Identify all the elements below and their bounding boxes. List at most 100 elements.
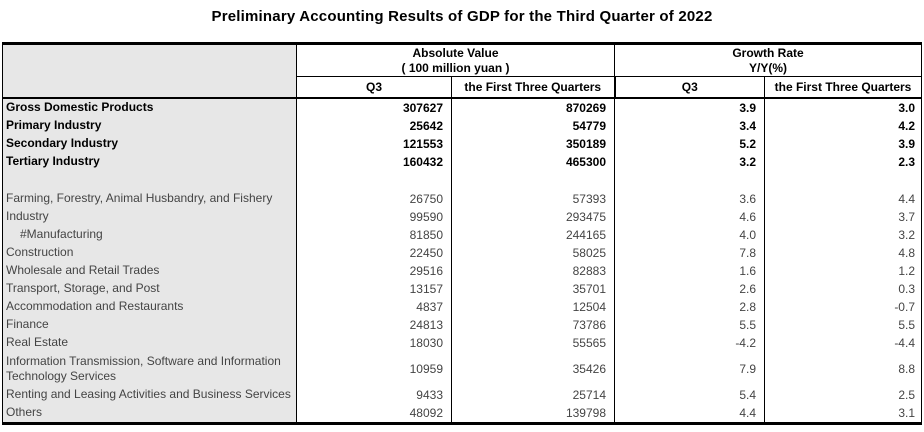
growth-ftq-cell: 3.0 [764, 97, 922, 117]
growth-ftq-cell: -4.4 [764, 333, 922, 352]
header-abs-first-three-quarters: the First Three Quarters [451, 76, 615, 99]
abs-q3-cell: 48092 [296, 403, 452, 423]
growth-q3-cell: 5.2 [614, 134, 765, 153]
growth-q3-cell: 3.9 [614, 97, 765, 117]
growth-q3-cell: 5.5 [614, 315, 765, 334]
abs-q3-cell: 160432 [296, 152, 452, 171]
row-label: Finance [2, 315, 297, 334]
abs-ftq-cell: 350189 [451, 134, 615, 153]
table-row-gdp: Gross Domestic Products 307627 870269 3.… [2, 97, 922, 117]
row-label: Gross Domestic Products [2, 97, 297, 117]
growth-ftq-cell: 2.5 [764, 385, 922, 404]
header-absolute-value-label: Absolute Value [412, 46, 499, 60]
table-row-others: Others 48092 139798 4.4 3.1 [2, 403, 922, 423]
abs-ftq-cell: 58025 [451, 243, 615, 262]
header-growth-rate-label: Growth Rate [732, 46, 804, 60]
growth-q3-cell: 7.8 [614, 243, 765, 262]
abs-ftq-cell: 57393 [451, 189, 615, 208]
abs-ftq-cell: 293475 [451, 207, 615, 226]
row-label: Others [2, 403, 297, 423]
table-row-wholesale-retail: Wholesale and Retail Trades 29516 82883 … [2, 261, 922, 280]
abs-ftq-cell: 25714 [451, 385, 615, 404]
growth-ftq-cell: 4.8 [764, 243, 922, 262]
header-group-row: Absolute Value ( 100 million yuan ) Grow… [2, 43, 922, 99]
table-row-transport: Transport, Storage, and Post 13157 35701… [2, 279, 922, 298]
abs-q3-cell: 18030 [296, 333, 452, 352]
gdp-results-table: Absolute Value ( 100 million yuan ) Grow… [2, 42, 922, 425]
abs-ftq-cell: 12504 [451, 297, 615, 316]
row-label: #Manufacturing [2, 225, 297, 244]
row-label: Industry [2, 207, 297, 226]
growth-q3-cell: 3.4 [614, 116, 765, 135]
header-growth-first-three-quarters: the First Three Quarters [764, 76, 922, 99]
abs-q3-cell: 121553 [296, 134, 452, 153]
growth-ftq-cell: 4.2 [764, 116, 922, 135]
abs-ftq-cell: 73786 [451, 315, 615, 334]
growth-ftq-cell: 5.5 [764, 315, 922, 334]
table-row-industry: Industry 99590 293475 4.6 3.7 [2, 207, 922, 226]
growth-ftq-cell: 4.4 [764, 189, 922, 208]
abs-q3-cell: 99590 [296, 207, 452, 226]
header-growth-rate-unit: Y/Y(%) [748, 61, 787, 75]
table-row-manufacturing: #Manufacturing 81850 244165 4.0 3.2 [2, 225, 922, 244]
growth-q3-cell: 1.6 [614, 261, 765, 280]
abs-q3-cell: 24813 [296, 315, 452, 334]
growth-ftq-cell: 1.2 [764, 261, 922, 280]
table-row-renting-leasing: Renting and Leasing Activities and Busin… [2, 385, 922, 404]
abs-q3-cell: 26750 [296, 189, 452, 208]
abs-q3-cell: 10959 [296, 351, 452, 386]
growth-q3-cell: 4.0 [614, 225, 765, 244]
growth-q3-cell: -4.2 [614, 333, 765, 352]
abs-ftq-cell: 870269 [451, 97, 615, 117]
growth-ftq-cell: 0.3 [764, 279, 922, 298]
row-label: Construction [2, 243, 297, 262]
row-label: Renting and Leasing Activities and Busin… [2, 385, 297, 404]
header-abs-q3: Q3 [296, 76, 452, 99]
header-growth-q3: Q3 [613, 76, 765, 99]
header-absolute-value: Absolute Value ( 100 million yuan ) [296, 43, 615, 77]
table-row-real-estate: Real Estate 18030 55565 -4.2 -4.4 [2, 333, 922, 352]
table-row-construction: Construction 22450 58025 7.8 4.8 [2, 243, 922, 262]
abs-ftq-cell: 244165 [451, 225, 615, 244]
row-label: Accommodation and Restaurants [2, 297, 297, 316]
growth-q3-cell: 4.4 [614, 403, 765, 423]
table-row-finance: Finance 24813 73786 5.5 5.5 [2, 315, 922, 334]
abs-q3-cell: 81850 [296, 225, 452, 244]
growth-q3-cell: 3.2 [614, 152, 765, 171]
growth-ftq-cell: 2.3 [764, 152, 922, 171]
abs-ftq-cell: 35426 [451, 351, 615, 386]
header-growth-rate: Growth Rate Y/Y(%) [614, 43, 922, 77]
row-label: Transport, Storage, and Post [2, 279, 297, 298]
growth-ftq-cell: 3.7 [764, 207, 922, 226]
row-label: Real Estate [2, 333, 297, 352]
header-corner-cell [2, 43, 297, 99]
growth-q3-cell: 4.6 [614, 207, 765, 226]
abs-ftq-cell: 82883 [451, 261, 615, 280]
growth-ftq-cell: -0.7 [764, 297, 922, 316]
abs-ftq-cell: 54779 [451, 116, 615, 135]
header-absolute-value-unit: ( 100 million yuan ) [401, 61, 510, 75]
abs-q3-cell: 9433 [296, 385, 452, 404]
growth-q3-cell: 2.6 [614, 279, 765, 298]
abs-ftq-cell: 139798 [451, 403, 615, 423]
abs-q3-cell: 29516 [296, 261, 452, 280]
growth-q3-cell: 3.6 [614, 189, 765, 208]
row-label: Primary Industry [2, 116, 297, 135]
header-sub-row: Q3 the First Three Quarters Q3 the First… [3, 76, 922, 99]
table-row-primary-industry: Primary Industry 25642 54779 3.4 4.2 [2, 116, 922, 135]
spacer-row [2, 170, 922, 190]
table-row-tertiary-industry: Tertiary Industry 160432 465300 3.2 2.3 [2, 152, 922, 171]
abs-q3-cell: 25642 [296, 116, 452, 135]
row-label: Farming, Forestry, Animal Husbandry, and… [2, 189, 297, 208]
growth-ftq-cell: 8.8 [764, 351, 922, 386]
abs-ftq-cell: 465300 [451, 152, 615, 171]
page-title: Preliminary Accounting Results of GDP fo… [211, 8, 713, 25]
table-row-farming: Farming, Forestry, Animal Husbandry, and… [2, 189, 922, 208]
growth-ftq-cell: 3.1 [764, 403, 922, 423]
table-row-secondary-industry: Secondary Industry 121553 350189 5.2 3.9 [2, 134, 922, 153]
row-label: Wholesale and Retail Trades [2, 261, 297, 280]
growth-q3-cell: 5.4 [614, 385, 765, 404]
row-label: Information Transmission, Software and I… [2, 351, 297, 386]
growth-q3-cell: 7.9 [614, 351, 765, 386]
